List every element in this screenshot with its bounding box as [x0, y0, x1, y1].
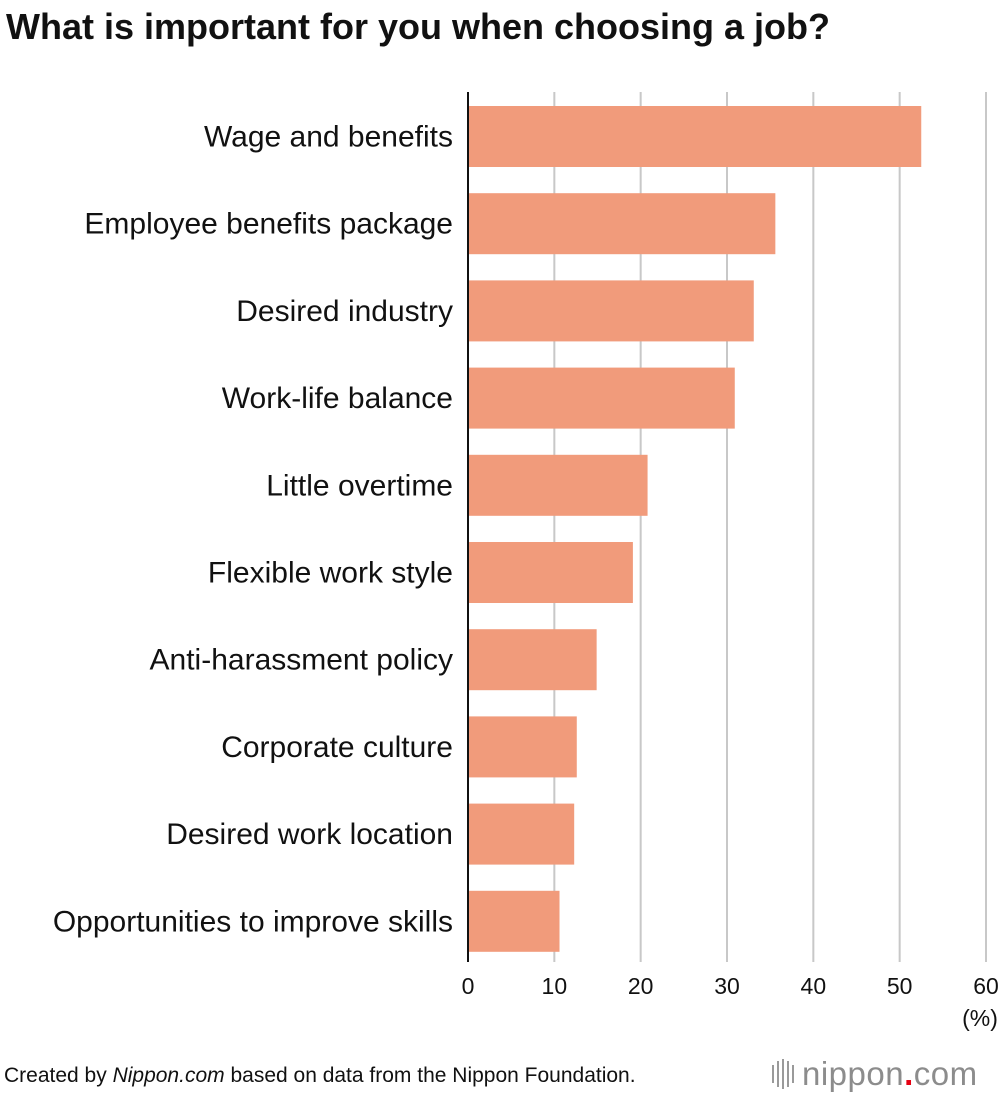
x-tick-label-20: 20 — [628, 973, 654, 999]
category-label-work-life-balance: Work-life balance — [222, 382, 453, 415]
bar-opportunities-to-improve-skills — [468, 890, 560, 952]
logo-text-end: com — [913, 1055, 978, 1092]
x-unit-label: (%) — [962, 1005, 998, 1031]
bar-desired-industry — [468, 280, 754, 342]
category-labels: Wage and benefits Employee benefits packa… — [53, 121, 453, 939]
source-name: Nippon.com — [112, 1064, 225, 1087]
bar-anti-harassment-policy — [468, 629, 597, 691]
category-label-desired-industry: Desired industry — [236, 295, 453, 328]
x-tick-label-40: 40 — [801, 973, 827, 999]
logo-wordmark: nippon.com — [802, 1055, 978, 1093]
chart-title: What is important for you when choosing … — [6, 6, 830, 47]
bar-desired-work-location — [468, 803, 575, 865]
logo-bars-icon — [772, 1059, 794, 1089]
x-tick-label-50: 50 — [887, 973, 913, 999]
category-label-anti-harassment-policy: Anti-harassment policy — [150, 644, 453, 677]
bar-flexible-work-style — [468, 542, 633, 603]
x-tick-labels: 0 10 20 30 40 50 60 (%) — [462, 973, 999, 1031]
x-tick-label-30: 30 — [714, 973, 740, 999]
category-label-employee-benefits-package: Employee benefits package — [84, 208, 453, 241]
source-note: Created by Nippon.com based on data from… — [4, 1062, 636, 1090]
x-tick-label-0: 0 — [462, 973, 475, 999]
bar-work-life-balance — [468, 367, 735, 429]
bar-little-overtime — [468, 454, 648, 516]
logo-dot: . — [904, 1055, 914, 1092]
nippon-com-logo: nippon.com — [772, 1055, 978, 1093]
logo-text-main: nippon — [802, 1055, 905, 1092]
category-label-desired-work-location: Desired work location — [166, 818, 453, 851]
x-tick-label-10: 10 — [542, 973, 568, 999]
category-label-corporate-culture: Corporate culture — [221, 731, 453, 764]
bar-chart: Wage and benefits Employee benefits packa… — [53, 92, 999, 1031]
category-label-flexible-work-style: Flexible work style — [208, 557, 453, 590]
bar-employee-benefits-package — [468, 193, 776, 255]
source-suffix: based on data from the Nippon Foundation… — [224, 1064, 636, 1087]
bars — [468, 106, 922, 952]
bar-corporate-culture — [468, 716, 577, 778]
category-label-opportunities-to-improve-skills: Opportunities to improve skills — [53, 905, 453, 938]
category-label-wage-and-benefits: Wage and benefits — [204, 121, 453, 154]
source-prefix: Created by — [4, 1064, 113, 1087]
bar-wage-and-benefits — [468, 106, 922, 167]
category-label-little-overtime: Little overtime — [266, 469, 453, 502]
x-tick-label-60: 60 — [973, 973, 999, 999]
